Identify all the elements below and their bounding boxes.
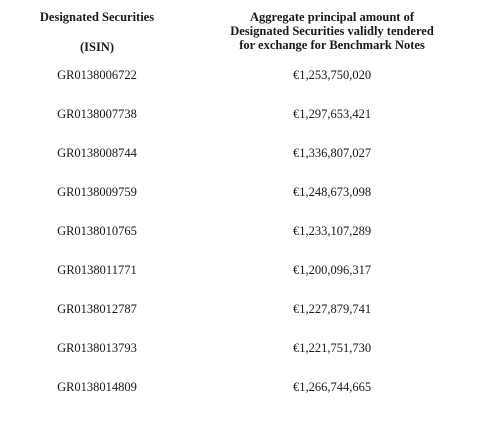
table-row: GR0138009759 €1,248,673,098: [0, 185, 485, 224]
table-body: GR0138006722 €1,253,750,020 GR0138007738…: [0, 68, 485, 419]
table-row: GR0138012787 €1,227,879,741: [0, 302, 485, 341]
isin-cell: GR0138011771: [57, 263, 137, 277]
amount-cell: €1,227,879,741: [292, 302, 372, 316]
column-header-line: Designated Securities: [39, 10, 155, 24]
amount-cell: €1,297,653,421: [292, 107, 372, 121]
table-row: GR0138013793 €1,221,751,730: [0, 341, 485, 380]
column-header-line: Designated Securities validly tendered: [230, 24, 434, 38]
table-row: GR0138007738 €1,297,653,421: [0, 107, 485, 146]
isin-cell: GR0138007738: [57, 107, 137, 121]
table-row: GR0138011771 €1,200,096,317: [0, 263, 485, 302]
amount-cell: €1,253,750,020: [292, 68, 372, 82]
table-row: GR0138010765 €1,233,107,289: [0, 224, 485, 263]
table-row: GR0138006722 €1,253,750,020: [0, 68, 485, 107]
table-row: GR0138014809 €1,266,744,665: [0, 380, 485, 419]
isin-cell: GR0138006722: [57, 68, 137, 82]
isin-cell: GR0138008744: [57, 146, 137, 160]
column-header-line: Aggregate principal amount of: [250, 10, 414, 24]
amount-cell: €1,221,751,730: [292, 341, 372, 355]
isin-cell: GR0138010765: [57, 224, 137, 238]
column-header-line: for exchange for Benchmark Notes: [239, 38, 425, 52]
amount-cell: €1,248,673,098: [292, 185, 372, 199]
isin-cell: GR0138014809: [57, 380, 137, 394]
amount-cell: €1,336,807,027: [292, 146, 372, 160]
isin-cell: GR0138013793: [57, 341, 137, 355]
amount-cell: €1,200,096,317: [292, 263, 372, 277]
isin-cell: GR0138009759: [57, 185, 137, 199]
column-header-line: (ISIN): [79, 40, 115, 54]
column-header-designated-securities: Designated Securities (ISIN): [22, 10, 172, 55]
amount-cell: €1,233,107,289: [292, 224, 372, 238]
table-row: GR0138008744 €1,336,807,027: [0, 146, 485, 185]
amount-cell: €1,266,744,665: [292, 380, 372, 394]
isin-cell: GR0138012787: [57, 302, 137, 316]
column-header-aggregate-principal: Aggregate principal amount of Designated…: [212, 10, 452, 52]
